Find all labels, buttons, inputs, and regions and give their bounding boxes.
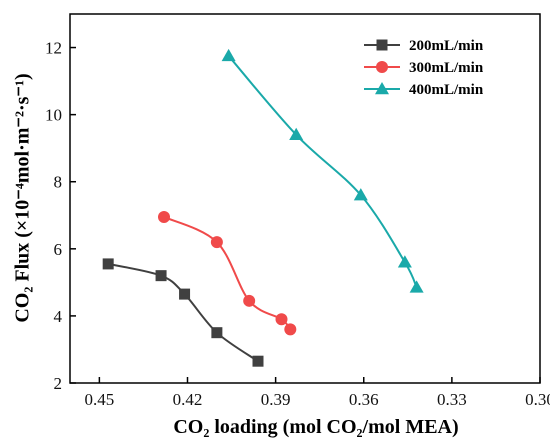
data-point (289, 127, 304, 141)
data-point (211, 327, 223, 339)
data-point (243, 294, 256, 307)
data-point (102, 258, 114, 270)
data-point (284, 323, 297, 336)
x-axis-title-text: CO₂ loading (mol CO₂/mol MEA) (173, 416, 458, 438)
x-tick-label: 0.42 (173, 390, 203, 409)
plot-frame (69, 13, 541, 384)
y-axis-title-text: CO₂ Flux (×10⁻⁴mol·m⁻²·s⁻¹) (12, 73, 34, 322)
y-axis-title: CO₂ Flux (×10⁻⁴mol·m⁻²·s⁻¹) (12, 73, 34, 322)
legend-entry: 300mL/min (364, 60, 484, 76)
y-tick-label: 8 (54, 173, 63, 192)
x-tick-label: 0.33 (437, 390, 467, 409)
data-point (252, 355, 264, 367)
legend-entry: 200mL/min (364, 38, 484, 54)
series-line (163, 216, 292, 330)
data-point (158, 210, 170, 223)
data-point (221, 48, 236, 62)
x-tick-label: 0.30 (525, 390, 550, 409)
legend-label: 400mL/min (409, 82, 484, 98)
data-point (179, 288, 191, 300)
data-point (210, 236, 223, 249)
legend-marker (376, 61, 388, 73)
legend-label: 200mL/min (409, 38, 484, 54)
legend: 200mL/min 300mL/min 400mL/min (364, 38, 484, 98)
series-triangle (221, 48, 424, 293)
y-tick-label: 4 (54, 307, 63, 326)
data-point (275, 313, 288, 326)
x-tick-label: 0.39 (261, 390, 291, 409)
y-tick-label: 10 (45, 106, 62, 125)
legend-marker (376, 39, 388, 51)
series-circle (158, 210, 297, 336)
x-axis-title: CO₂ loading (mol CO₂/mol MEA) (173, 416, 458, 438)
y-tick-label: 6 (54, 240, 63, 259)
series-line (107, 262, 259, 363)
data-point (409, 280, 424, 293)
data-point (397, 255, 412, 268)
y-tick-label: 2 (54, 374, 63, 393)
series-layer (102, 48, 424, 367)
legend-entry: 400mL/min (364, 82, 484, 98)
series-square (102, 258, 264, 367)
data-point (353, 188, 368, 201)
series-line (227, 55, 418, 288)
legend-label: 300mL/min (409, 60, 484, 76)
legend-marker (375, 82, 389, 95)
x-axis-ticks: 0.45 0.42 0.39 0.36 0.33 0.30 (85, 377, 550, 409)
plot-area-border (69, 13, 541, 384)
x-tick-label: 0.45 (85, 390, 115, 409)
y-axis-ticks: 2 4 6 8 10 12 (45, 39, 76, 393)
x-tick-label: 0.36 (349, 390, 379, 409)
y-tick-label: 12 (45, 39, 62, 58)
data-point (155, 270, 167, 282)
